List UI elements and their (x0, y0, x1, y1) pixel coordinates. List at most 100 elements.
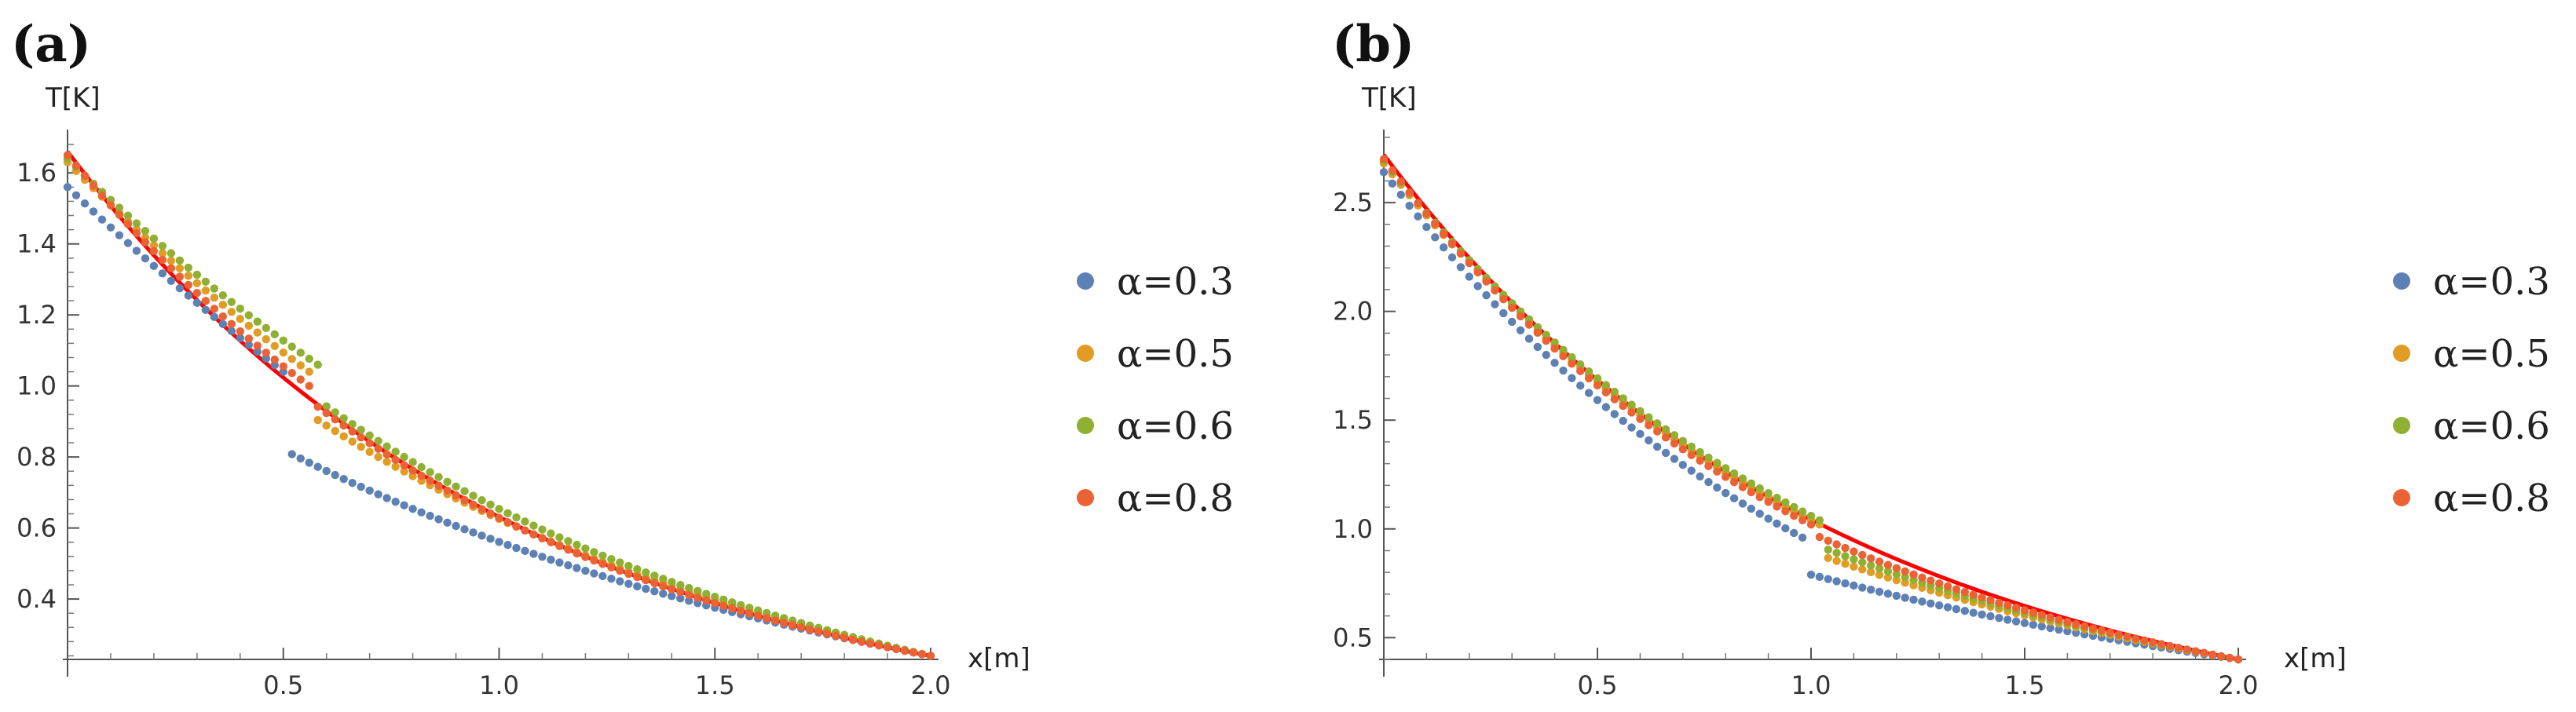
panel-a-y-axis-title: T[K] (45, 82, 101, 114)
data-point (1850, 547, 1858, 556)
data-point (469, 500, 478, 509)
data-point (2225, 653, 2234, 663)
data-point (175, 256, 185, 265)
data-point (2131, 634, 2140, 643)
data-point (1824, 545, 1832, 554)
data-point (1866, 568, 1875, 577)
data-point (676, 588, 685, 597)
data-point (391, 462, 400, 471)
data-point (685, 590, 693, 600)
data-point (521, 546, 529, 556)
data-point (564, 546, 573, 554)
data-point (1952, 604, 1961, 614)
data-point (1858, 550, 1867, 560)
data-point (1892, 575, 1901, 585)
data-point (2020, 606, 2029, 615)
data-point (1824, 575, 1832, 583)
data-point (668, 592, 676, 601)
data-point (1482, 277, 1491, 286)
y-tick-label: 0.6 (16, 513, 57, 543)
data-point (1781, 507, 1790, 516)
data-point (115, 203, 124, 212)
x-tick-label: 1.5 (695, 670, 735, 700)
data-point (831, 631, 840, 641)
data-point (1568, 374, 1576, 382)
data-point (2140, 636, 2149, 645)
data-point (2217, 652, 2226, 661)
data-point (2055, 625, 2063, 634)
data-point (305, 354, 313, 363)
data-point (97, 215, 107, 224)
data-point (287, 355, 296, 363)
data-point (1550, 358, 1559, 367)
data-point (1875, 571, 1884, 579)
data-point (305, 382, 313, 390)
data-point (1995, 598, 2003, 607)
data-point (1858, 583, 1867, 592)
data-point (2011, 604, 2021, 612)
data-point (633, 564, 642, 574)
data-point (1790, 528, 1798, 538)
data-point (175, 272, 185, 281)
data-point (175, 264, 185, 272)
panel-b: (b) T[K] x[m] 0.5 1.0 1.5 2.0 0.5 1.0 1.5 2.0 2.… (1332, 15, 2550, 700)
legend-marker (2393, 489, 2410, 506)
data-point (262, 323, 270, 333)
data-point (1379, 168, 1389, 177)
data-point (1850, 581, 1858, 590)
data-point (236, 327, 244, 336)
data-point (1550, 344, 1559, 353)
data-point (417, 462, 426, 472)
data-point (166, 249, 176, 257)
data-point (1969, 590, 1978, 599)
data-point (486, 509, 495, 518)
data-point (1645, 421, 1653, 429)
data-point (581, 553, 590, 561)
x-tick-label: 0.5 (1578, 670, 1618, 700)
data-point (1593, 396, 1602, 404)
panel-b-label: (b) (1332, 15, 1414, 74)
data-point (158, 269, 167, 278)
data-point (132, 228, 141, 238)
data-point (573, 540, 581, 550)
data-point (149, 234, 159, 243)
data-point (1431, 219, 1440, 228)
data-point (874, 641, 884, 650)
x-tick-label: 1.5 (2005, 670, 2045, 700)
data-point (1713, 458, 1722, 467)
data-point (1636, 414, 1645, 423)
panel-b-plot-area: 0.5 1.0 1.5 2.0 0.5 1.0 1.5 2.0 2.5 (1333, 130, 2258, 700)
data-point (1995, 614, 2003, 623)
data-point (2037, 611, 2046, 619)
panel-b-y-axis-title: T[K] (1361, 82, 1417, 114)
data-point (573, 549, 581, 558)
reference-curve (66, 150, 931, 658)
data-point (737, 601, 745, 610)
data-point (1755, 484, 1764, 493)
data-point (1388, 166, 1397, 175)
data-point (365, 486, 374, 495)
data-point (2011, 617, 2021, 626)
data-point (1858, 565, 1867, 574)
data-point (503, 517, 512, 527)
data-point (1806, 570, 1816, 579)
data-point (1943, 603, 1952, 612)
data-point (624, 579, 633, 588)
data-point (149, 246, 159, 256)
data-point (2063, 626, 2072, 636)
data-point (1798, 516, 1807, 524)
data-point (711, 593, 719, 601)
data-point (2123, 632, 2131, 641)
data-point (642, 575, 650, 585)
data-point (357, 442, 365, 451)
data-point (1986, 596, 1995, 604)
series-1 (63, 183, 935, 660)
data-point (262, 354, 270, 363)
data-point (158, 242, 167, 250)
data-point (460, 495, 469, 505)
data-point (1832, 557, 1841, 565)
data-point (1824, 536, 1832, 546)
data-point (538, 553, 547, 561)
data-point (1533, 342, 1542, 352)
data-point (1883, 560, 1893, 569)
